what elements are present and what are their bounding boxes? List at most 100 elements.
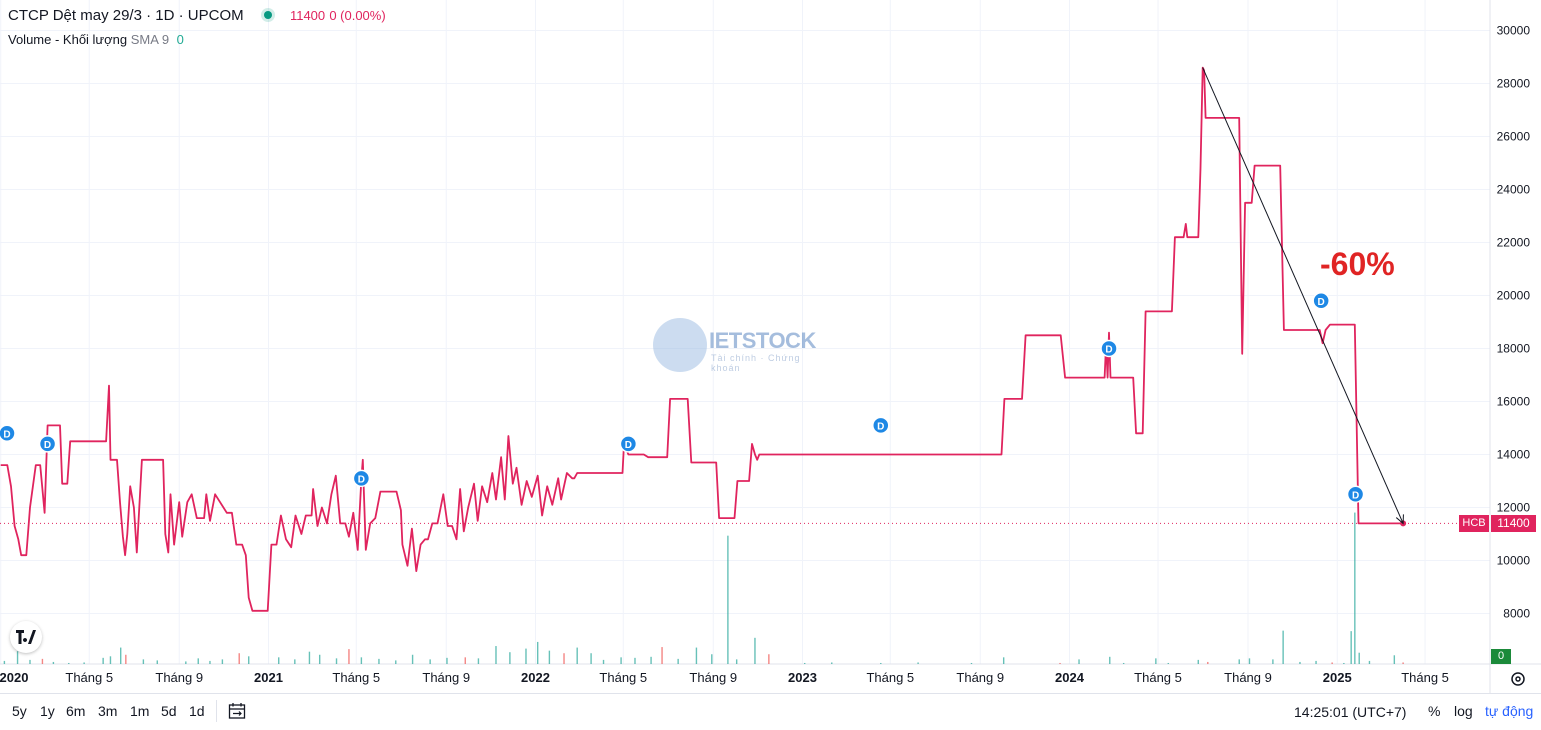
dividend-marker-circle (619, 435, 638, 453)
dividend-marker-circle (872, 416, 890, 435)
volume-bar (602, 659, 605, 664)
sma-label: SMA 9 (130, 32, 170, 47)
calendar-range-icon[interactable] (228, 702, 246, 720)
price-tick-label: 26000 (1497, 130, 1531, 144)
time-tick-label: Tháng 9 (1224, 670, 1272, 685)
volume-bar (831, 662, 833, 664)
volume-bar (3, 660, 6, 664)
range-5d-button[interactable]: 5d (161, 703, 177, 719)
volume-value: 0 (176, 32, 184, 47)
dividend-marker-letter: D (1105, 345, 1112, 356)
volume-bar (695, 647, 698, 664)
dividend-marker-letter: D (625, 440, 632, 451)
price-tick-label: 20000 (1497, 289, 1531, 303)
volume-bar (620, 657, 622, 664)
volume-bar (395, 660, 397, 664)
dividend-marker-circle (0, 424, 16, 443)
volume-bar (1248, 658, 1251, 664)
market-status-icon (263, 11, 272, 19)
chart-grid (0, 0, 1541, 693)
volume-bar (102, 657, 104, 664)
volume-bar (446, 657, 448, 664)
volume-bar (1272, 659, 1274, 664)
percent-scale-toggle[interactable]: % (1428, 703, 1441, 719)
volume-bar (68, 662, 70, 664)
volume-bar (52, 661, 55, 664)
volume-legend: Volume - Khối lượng SMA 9 0 (8, 31, 184, 49)
time-tick-label: 2025 (1323, 670, 1352, 685)
dividend-marker-letter: D (1318, 297, 1325, 308)
time-tick-label: Tháng 5 (599, 670, 647, 685)
range-5y-button[interactable]: 5y (12, 703, 27, 719)
volume-bar (1315, 660, 1317, 664)
volume-bar (308, 651, 311, 664)
chart-legend: CTCP Dệt may 29/3 · 1D · UPCOM 11400 0 (… (8, 6, 386, 26)
volume-bar (727, 535, 729, 664)
volume-bar (16, 651, 19, 664)
decline-annotation[interactable]: -60% (1320, 246, 1395, 282)
volume-bar (29, 659, 31, 664)
price-axis[interactable]: 8000 10000 12000 14000 16000 18000 20000 22000 2… (1497, 24, 1531, 621)
time-tick-label: Tháng 5 (1401, 670, 1449, 685)
watermark-brand: IETSTOCK (709, 328, 816, 353)
range-1d-button[interactable]: 1d (189, 703, 205, 719)
last-price-label: 11400 (1491, 515, 1536, 532)
time-axis[interactable]: 2020 Tháng 5 Tháng 9 2021 Tháng 5 Tháng 9 2022… (0, 670, 1449, 685)
price-tick-label: 14000 (1497, 448, 1531, 462)
last-price: 11400 (289, 8, 326, 23)
price-tick-label: 12000 (1497, 501, 1531, 515)
volume-bar (1299, 661, 1301, 664)
volume-bar (970, 662, 973, 664)
volume-bar (1002, 657, 1005, 664)
volume-bar (238, 653, 240, 664)
volume-bar (120, 647, 122, 664)
volume-bar (880, 662, 882, 664)
volume-label[interactable]: Volume - Khối lượng (8, 32, 128, 47)
range-6m-button[interactable]: 6m (66, 703, 86, 719)
volume-bar (634, 657, 636, 664)
dividend-marker-icon: D (619, 435, 638, 453)
volume-bar (1197, 659, 1199, 664)
volume-bar (125, 654, 127, 664)
time-tick-label: Tháng 9 (689, 670, 737, 685)
tradingview-logo-icon[interactable] (10, 621, 42, 653)
dividend-marker-circle (38, 435, 57, 453)
volume-bar (563, 653, 565, 664)
bottom-toolbar: 5y 1y 6m 3m 1m 5d 1d 14:25:01 (UTC+7) % … (0, 693, 1541, 730)
volume-bar (590, 653, 592, 664)
volume-bar (1282, 630, 1284, 664)
log-scale-toggle[interactable]: log (1454, 703, 1473, 719)
price-chart[interactable]: D D D D D D D D 8000 10000 12000 14000 16000 18000 20… (0, 0, 1541, 693)
volume-bar (142, 659, 145, 664)
volume-bar (185, 661, 187, 664)
volume-bar (1207, 661, 1209, 664)
symbol-title[interactable]: CTCP Dệt may 29/3 · 1D · UPCOM (8, 7, 244, 24)
timezone-clock[interactable]: 14:25:01 (UTC+7) (1294, 704, 1407, 720)
range-1m-button[interactable]: 1m (130, 703, 150, 719)
volume-bar (378, 658, 380, 664)
volume-bar (197, 658, 199, 664)
time-tick-label: Tháng 9 (422, 670, 470, 685)
price-tick-label: 30000 (1497, 24, 1531, 38)
time-tick-label: 2022 (521, 670, 550, 685)
price-tick-label: 24000 (1497, 183, 1531, 197)
volume-bar (209, 660, 211, 664)
dividend-marker-icon: D (38, 435, 57, 453)
vietstock-watermark: IETSTOCK Tài chính · Chứng khoán (653, 318, 833, 374)
volume-bar (1167, 662, 1169, 664)
gear-icon[interactable] (1509, 670, 1527, 688)
volume-bar (248, 656, 250, 664)
volume-bar (1331, 662, 1333, 664)
volume-bar (495, 646, 497, 664)
trend-arrow[interactable] (1202, 67, 1404, 525)
auto-scale-toggle[interactable]: tự động (1485, 703, 1534, 719)
volume-bar (464, 657, 466, 664)
range-3m-button[interactable]: 3m (98, 703, 118, 719)
volume-bar (156, 660, 158, 664)
time-tick-label: 2024 (1055, 670, 1085, 685)
volume-bar (576, 647, 578, 664)
trend-arrowhead-icon (1395, 514, 1404, 525)
range-1y-button[interactable]: 1y (40, 703, 55, 719)
volume-bar (1109, 656, 1111, 664)
toolbar-divider (216, 700, 217, 722)
